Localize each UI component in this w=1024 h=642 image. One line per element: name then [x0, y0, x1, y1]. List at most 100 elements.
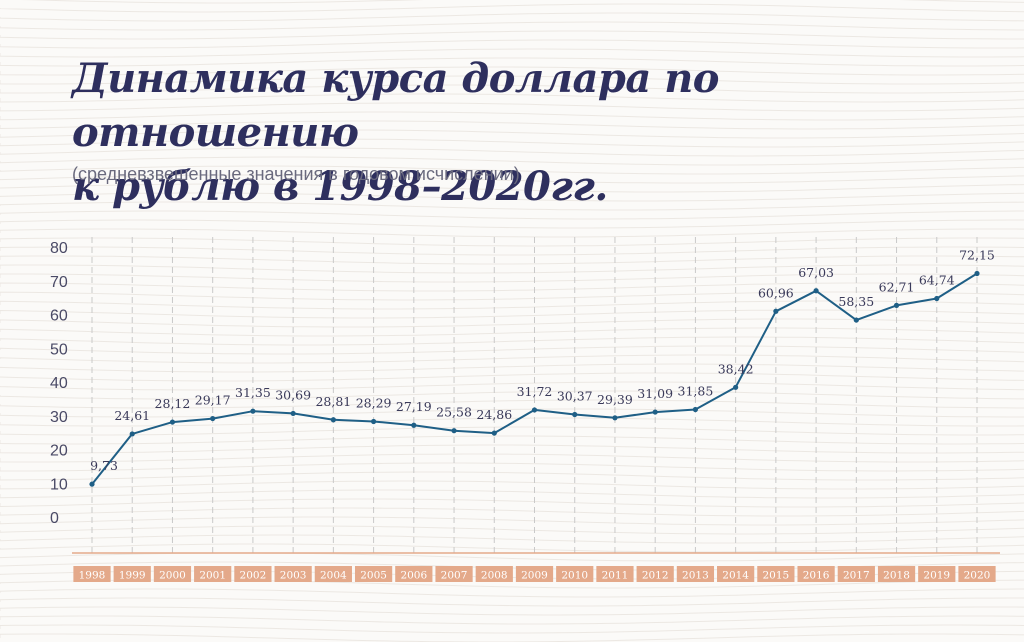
data-label: 31,09: [637, 386, 673, 401]
background-wave: [0, 165, 1024, 175]
y-tick-label: 30: [50, 409, 68, 426]
data-label: 31,72: [517, 384, 553, 399]
background-wave: [0, 21, 1024, 31]
x-tick-label: 2010: [561, 570, 588, 582]
data-point: [612, 415, 618, 421]
y-tick-label: 20: [50, 443, 68, 460]
background-wave: [0, 399, 1024, 409]
data-point: [89, 481, 95, 487]
x-tick-badge: 2001: [194, 566, 232, 582]
x-tick-label: 2014: [722, 570, 749, 582]
background-wave: [0, 210, 1024, 220]
x-tick-background: [596, 566, 634, 582]
data-point: [934, 295, 940, 302]
data-point: [250, 408, 256, 414]
x-tick-label: 2005: [360, 570, 387, 582]
background-wave: [0, 345, 1024, 355]
x-tick-label: 2000: [159, 570, 186, 582]
background-wave: [0, 498, 1024, 508]
background-wave: [0, 381, 1024, 391]
x-tick-badge: 2015: [757, 566, 795, 582]
data-point: [451, 428, 457, 434]
x-tick-background: [676, 566, 715, 582]
x-tick-badge: 2019: [918, 566, 956, 582]
background-wave: [0, 147, 1024, 157]
data-label: 30,69: [275, 387, 311, 402]
background-wave: [0, 219, 1024, 229]
background-wave: [0, 489, 1024, 499]
background-wave: [0, 300, 1024, 310]
background-wave: [0, 363, 1024, 373]
data-point: [330, 417, 336, 423]
title-line-1: Динамика курса доллара по отношению: [72, 55, 719, 156]
x-tick-badge: 2008: [475, 566, 513, 582]
background-wave: [0, 336, 1024, 346]
data-label: 30,37: [557, 389, 593, 404]
data-label: 31,35: [235, 385, 271, 400]
data-point: [491, 430, 497, 436]
x-tick-badge: 2000: [153, 566, 192, 582]
background-wave: [0, 66, 1024, 76]
x-tick-label: 2018: [883, 570, 910, 582]
x-tick-background: [435, 566, 473, 582]
background-wave: [0, 183, 1024, 193]
background-wave: [0, 588, 1024, 598]
data-point: [210, 415, 216, 422]
x-tick-badge: 2004: [314, 566, 352, 582]
background-wave: [0, 309, 1024, 319]
data-label: 64,74: [919, 273, 955, 288]
data-point: [853, 317, 859, 323]
background-wave: [0, 129, 1024, 139]
background-wave: [0, 543, 1024, 553]
background-wave: [0, 102, 1024, 112]
background-wave: [0, 111, 1024, 121]
background-wave: [0, 201, 1024, 211]
data-label: 24,61: [114, 408, 150, 423]
background-wave: [0, 525, 1024, 535]
y-tick-label: 70: [50, 274, 68, 291]
x-tick-label: 2009: [521, 570, 548, 582]
background-wave: [0, 354, 1024, 364]
x-tick-label: 2004: [320, 570, 347, 582]
background-wave: [0, 615, 1024, 625]
title-line-2: к рублю в 1998–2020гг.: [72, 163, 608, 210]
x-tick-label: 2015: [762, 570, 789, 582]
y-tick-label: 80: [50, 240, 68, 257]
background-wave: [0, 12, 1024, 22]
data-point: [692, 406, 699, 413]
data-label: 31,85: [678, 384, 714, 399]
x-tick-label: 2017: [843, 570, 870, 582]
background-wave: [0, 606, 1024, 616]
background-wave: [0, 75, 1024, 85]
background-wave: [0, 93, 1024, 103]
data-label: 28,12: [155, 396, 191, 411]
data-label: 28,29: [356, 396, 392, 411]
x-tick-background: [234, 566, 272, 582]
x-tick-badge: 2014: [717, 566, 755, 582]
data-label: 60,96: [758, 285, 794, 300]
data-label: 27,19: [396, 399, 432, 414]
x-tick-background: [153, 566, 192, 582]
x-tick-badge: 2007: [435, 566, 473, 582]
data-point: [813, 288, 819, 294]
x-tick-background: [515, 566, 554, 582]
background-wave: [0, 120, 1024, 130]
background-wave: [0, 273, 1024, 283]
background-wave: [0, 624, 1024, 634]
x-tick-badge: 1998: [73, 566, 111, 582]
background-wave: [0, 372, 1024, 382]
data-label: 25,58: [436, 405, 472, 420]
background-wave: [0, 192, 1024, 202]
background-wave: [0, 633, 1024, 642]
data-label: 38,42: [718, 361, 754, 376]
background-wave: [0, 318, 1024, 328]
data-label: 29,39: [597, 392, 633, 407]
data-point: [531, 407, 538, 413]
background-wave: [0, 534, 1024, 544]
x-tick-label: 2019: [923, 570, 950, 582]
background-wave: [0, 444, 1024, 454]
data-point: [169, 419, 176, 425]
x-tick-badge: 2016: [797, 566, 835, 582]
x-tick-badge: 2010: [556, 566, 594, 582]
